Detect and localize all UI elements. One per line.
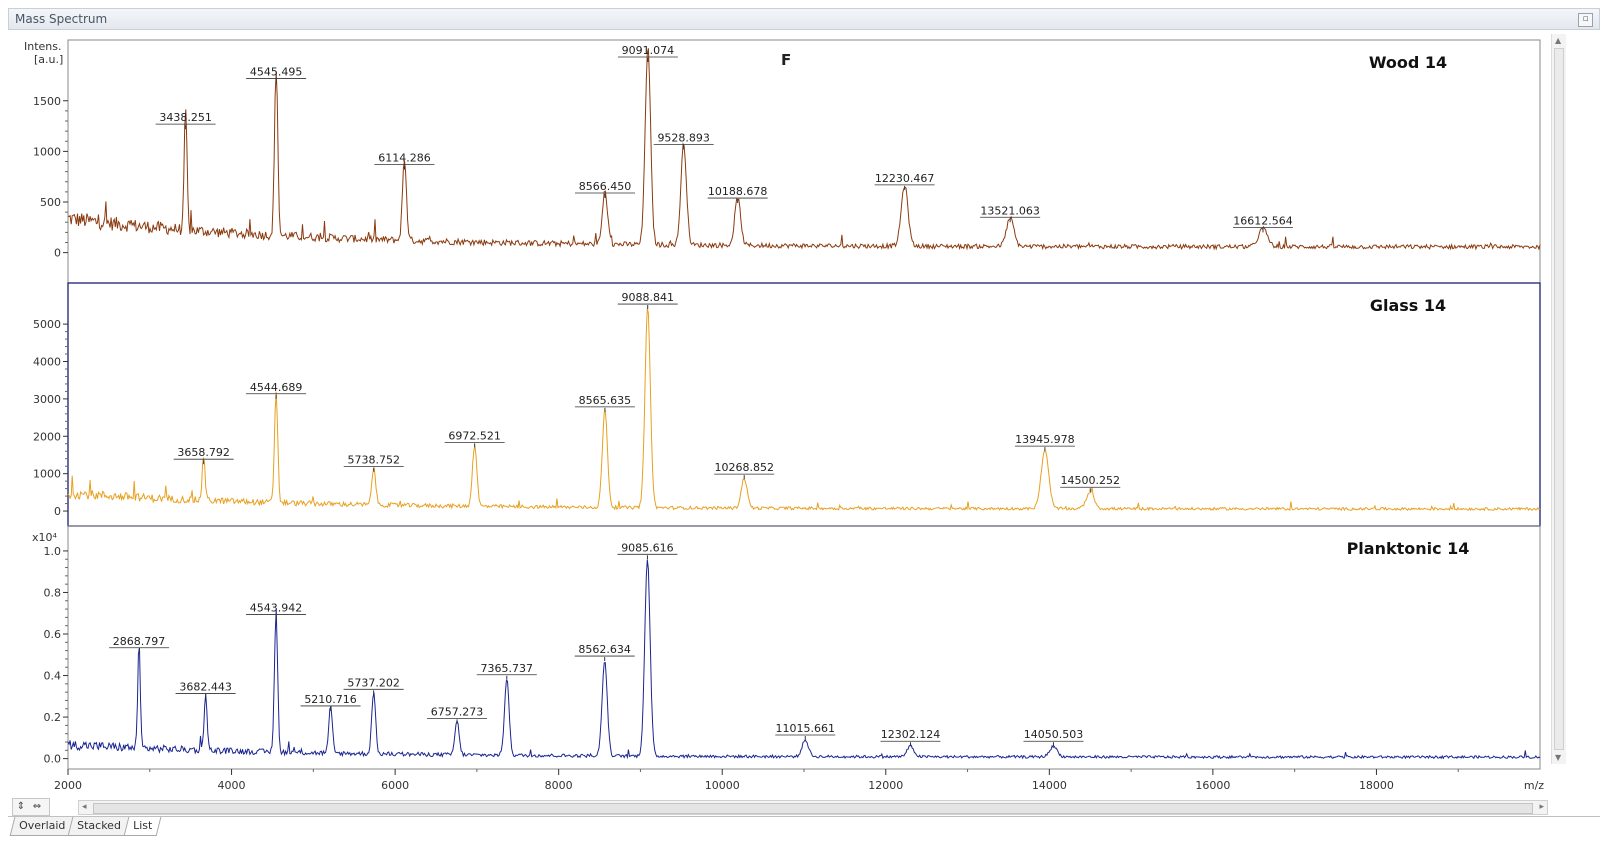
view-tabs: Overlaid Stacked List	[8, 816, 1600, 837]
peak-label: 14050.503	[1024, 728, 1084, 741]
peak-label: 6972.521	[448, 429, 501, 442]
peak-label: 5210.716	[304, 693, 357, 706]
peak-label: 9088.841	[621, 291, 674, 304]
peak-label: 2868.797	[113, 635, 166, 648]
x-tick-label: 14000	[1032, 779, 1067, 792]
peak-label: 5738.752	[347, 454, 400, 467]
x-tick-label: 8000	[545, 779, 573, 792]
peak-label: 13945.978	[1015, 433, 1075, 446]
spectrum-line-planktonic	[67, 559, 1541, 760]
x-tick-label: 12000	[868, 779, 903, 792]
peak-label: 11015.661	[776, 722, 836, 735]
y-tick-label: 0.8	[44, 586, 62, 599]
spectrum-line-glass	[67, 308, 1541, 512]
scroll-down-icon[interactable]: ▼	[1555, 753, 1562, 762]
peak-label: 3682.443	[179, 680, 232, 693]
horizontal-zoom-icon[interactable]: ⇔	[32, 801, 42, 812]
tab-stacked[interactable]: Stacked	[67, 817, 131, 836]
y-tick-label: 500	[40, 196, 61, 209]
spectrum-plot-area[interactable]: 0 500 1000 1500 Wood 14 3438.251 4545.495 6114.…	[8, 30, 1600, 800]
x-tick-label: 4000	[218, 779, 246, 792]
y-scale-label: x10⁴	[32, 531, 58, 544]
peak-label: 4544.689	[250, 381, 303, 394]
x-unit-label: m/z	[1524, 779, 1544, 792]
peak-label: 8565.635	[579, 394, 632, 407]
y-unit-line1: Intens.	[24, 40, 62, 53]
spectrum-panel-wood[interactable]: 0 500 1000 1500 Wood 14 3438.251 4545.495 6114.…	[33, 39, 1541, 284]
panel-title: Glass 14	[1370, 296, 1446, 315]
x-tick-label: 18000	[1359, 779, 1394, 792]
peak-label: 4543.942	[250, 602, 303, 615]
scroll-up-icon[interactable]: ▲	[1555, 36, 1562, 45]
horizontal-scroll-thumb[interactable]	[93, 803, 1533, 814]
horizontal-scrollbar[interactable]: ◂ ▸	[78, 800, 1548, 815]
peak-label: 8566.450	[579, 180, 632, 193]
mass-spectrum-window: Mass Spectrum ▫ 0 500 1000 1500 Wood 14 3438.…	[8, 8, 1600, 860]
peak-label: 12302.124	[881, 728, 941, 741]
y-tick-label: 0.4	[44, 670, 62, 683]
y-tick-label: 5000	[33, 318, 61, 331]
vertical-scroll-thumb[interactable]	[1554, 48, 1564, 750]
spectrum-line-wood	[67, 48, 1541, 251]
y-tick-label: 2000	[33, 430, 61, 443]
y-tick-label: 1.0	[44, 545, 62, 558]
vertical-scrollbar[interactable]: ▲ ▼	[1551, 34, 1566, 764]
y-tick-label: 4000	[33, 356, 61, 369]
peak-label: 6114.286	[378, 152, 431, 165]
peak-label: 7365.737	[481, 662, 534, 675]
tab-overlaid[interactable]: Overlaid	[9, 817, 75, 836]
panel-title: Wood 14	[1369, 53, 1447, 72]
panel-frame	[67, 282, 1541, 527]
peak-label: 8562.634	[578, 643, 631, 656]
peak-label: 3438.251	[159, 111, 212, 124]
x-tick-label: 16000	[1195, 779, 1230, 792]
scroll-left-icon[interactable]: ◂	[82, 802, 87, 812]
y-tick-label: 0.6	[44, 628, 62, 641]
y-tick-label: 1500	[33, 95, 61, 108]
spectrum-panels: 0 500 1000 1500 Wood 14 3438.251 4545.495 6114.…	[32, 39, 1541, 770]
x-tick-label: 10000	[705, 779, 740, 792]
peak-label: 13521.063	[980, 204, 1040, 217]
peak-label: 10188.678	[708, 185, 768, 198]
peak-label: 4545.495	[250, 66, 303, 79]
y-unit-line2: [a.u.]	[34, 53, 63, 66]
peak-label: 9085.616	[621, 541, 674, 554]
y-tick-label: 0.0	[44, 753, 62, 766]
peak-label: 14500.252	[1060, 474, 1120, 487]
window-restore-icon[interactable]: ▫	[1578, 13, 1593, 27]
spectrum-panel-glass[interactable]: 0 1000 2000 3000 4000 5000 Glass 14 3658.792 454…	[33, 282, 1541, 527]
peak-label: 9091.074	[622, 44, 675, 57]
vertical-zoom-icon[interactable]: ⇕	[16, 801, 26, 812]
y-tick-label: 0	[54, 247, 61, 260]
y-tick-label: 3000	[33, 393, 61, 406]
peak-label: 6757.273	[431, 705, 484, 718]
tab-list[interactable]: List	[123, 817, 162, 836]
y-tick-label: 0	[54, 505, 61, 518]
peak-label: 9528.893	[657, 131, 710, 144]
x-tick-label: 6000	[381, 779, 409, 792]
peak-label: 16612.564	[1233, 214, 1293, 227]
y-tick-label: 1000	[33, 145, 61, 158]
peak-label: 3658.792	[177, 446, 230, 459]
peak-label: 12230.467	[875, 172, 935, 185]
x-tick-label: 2000	[54, 779, 82, 792]
zoom-nav-buttons[interactable]: ⇕ ⇔	[12, 798, 50, 816]
scroll-right-icon[interactable]: ▸	[1539, 802, 1544, 812]
y-tick-label: 0.2	[44, 711, 62, 724]
panel-title: Planktonic 14	[1347, 539, 1470, 558]
panel-letter: F	[781, 51, 791, 69]
peak-label: 5737.202	[347, 676, 400, 689]
y-tick-label: 1000	[33, 468, 61, 481]
window-title: Mass Spectrum	[15, 12, 108, 26]
peak-label: 10268.852	[714, 461, 774, 474]
window-titlebar: Mass Spectrum ▫	[8, 8, 1600, 30]
x-axis: 2000 4000 6000 8000 10000 12000 14000 16000 1800…	[54, 769, 1544, 792]
